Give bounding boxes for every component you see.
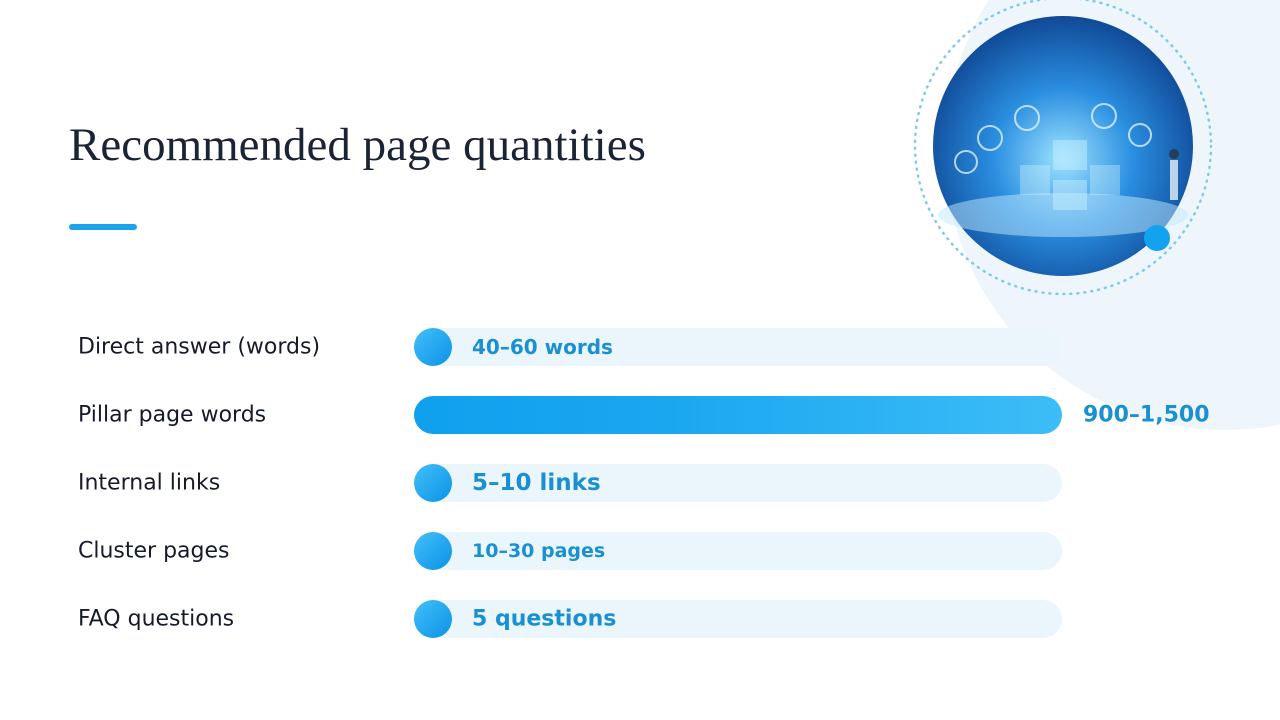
bar-dot: [414, 464, 452, 502]
row-label: FAQ questions: [78, 606, 235, 632]
bar-dot: [414, 600, 452, 638]
floor-glow: [938, 193, 1188, 237]
bar-dot: [414, 328, 452, 366]
bar-full: [414, 396, 1062, 434]
row-label: Direct answer (words): [78, 334, 321, 360]
row-value: 10–30 pages: [472, 540, 606, 562]
title: Recommended page quantities: [69, 119, 646, 171]
row-label: Pillar page words: [78, 402, 267, 428]
bar-track: 40–60 words: [414, 328, 1062, 366]
bar-track: 5–10 links: [414, 464, 1062, 502]
row-label: Internal links: [78, 470, 221, 496]
row-label: Cluster pages: [78, 538, 230, 564]
row-value: 5 questions: [472, 606, 617, 632]
row-value: 900–1,500: [1083, 402, 1210, 428]
bar-dot: [414, 532, 452, 570]
bar-track: 5 questions: [414, 600, 1062, 638]
row-value: 40–60 words: [472, 335, 613, 359]
dotted-ring: [913, 0, 1213, 296]
accent-dot: [1144, 225, 1170, 251]
title-underline: [69, 224, 137, 230]
bar-track: 10–30 pages: [414, 532, 1062, 570]
illustration: [954, 103, 1179, 210]
row-value: 5–10 links: [472, 470, 601, 496]
